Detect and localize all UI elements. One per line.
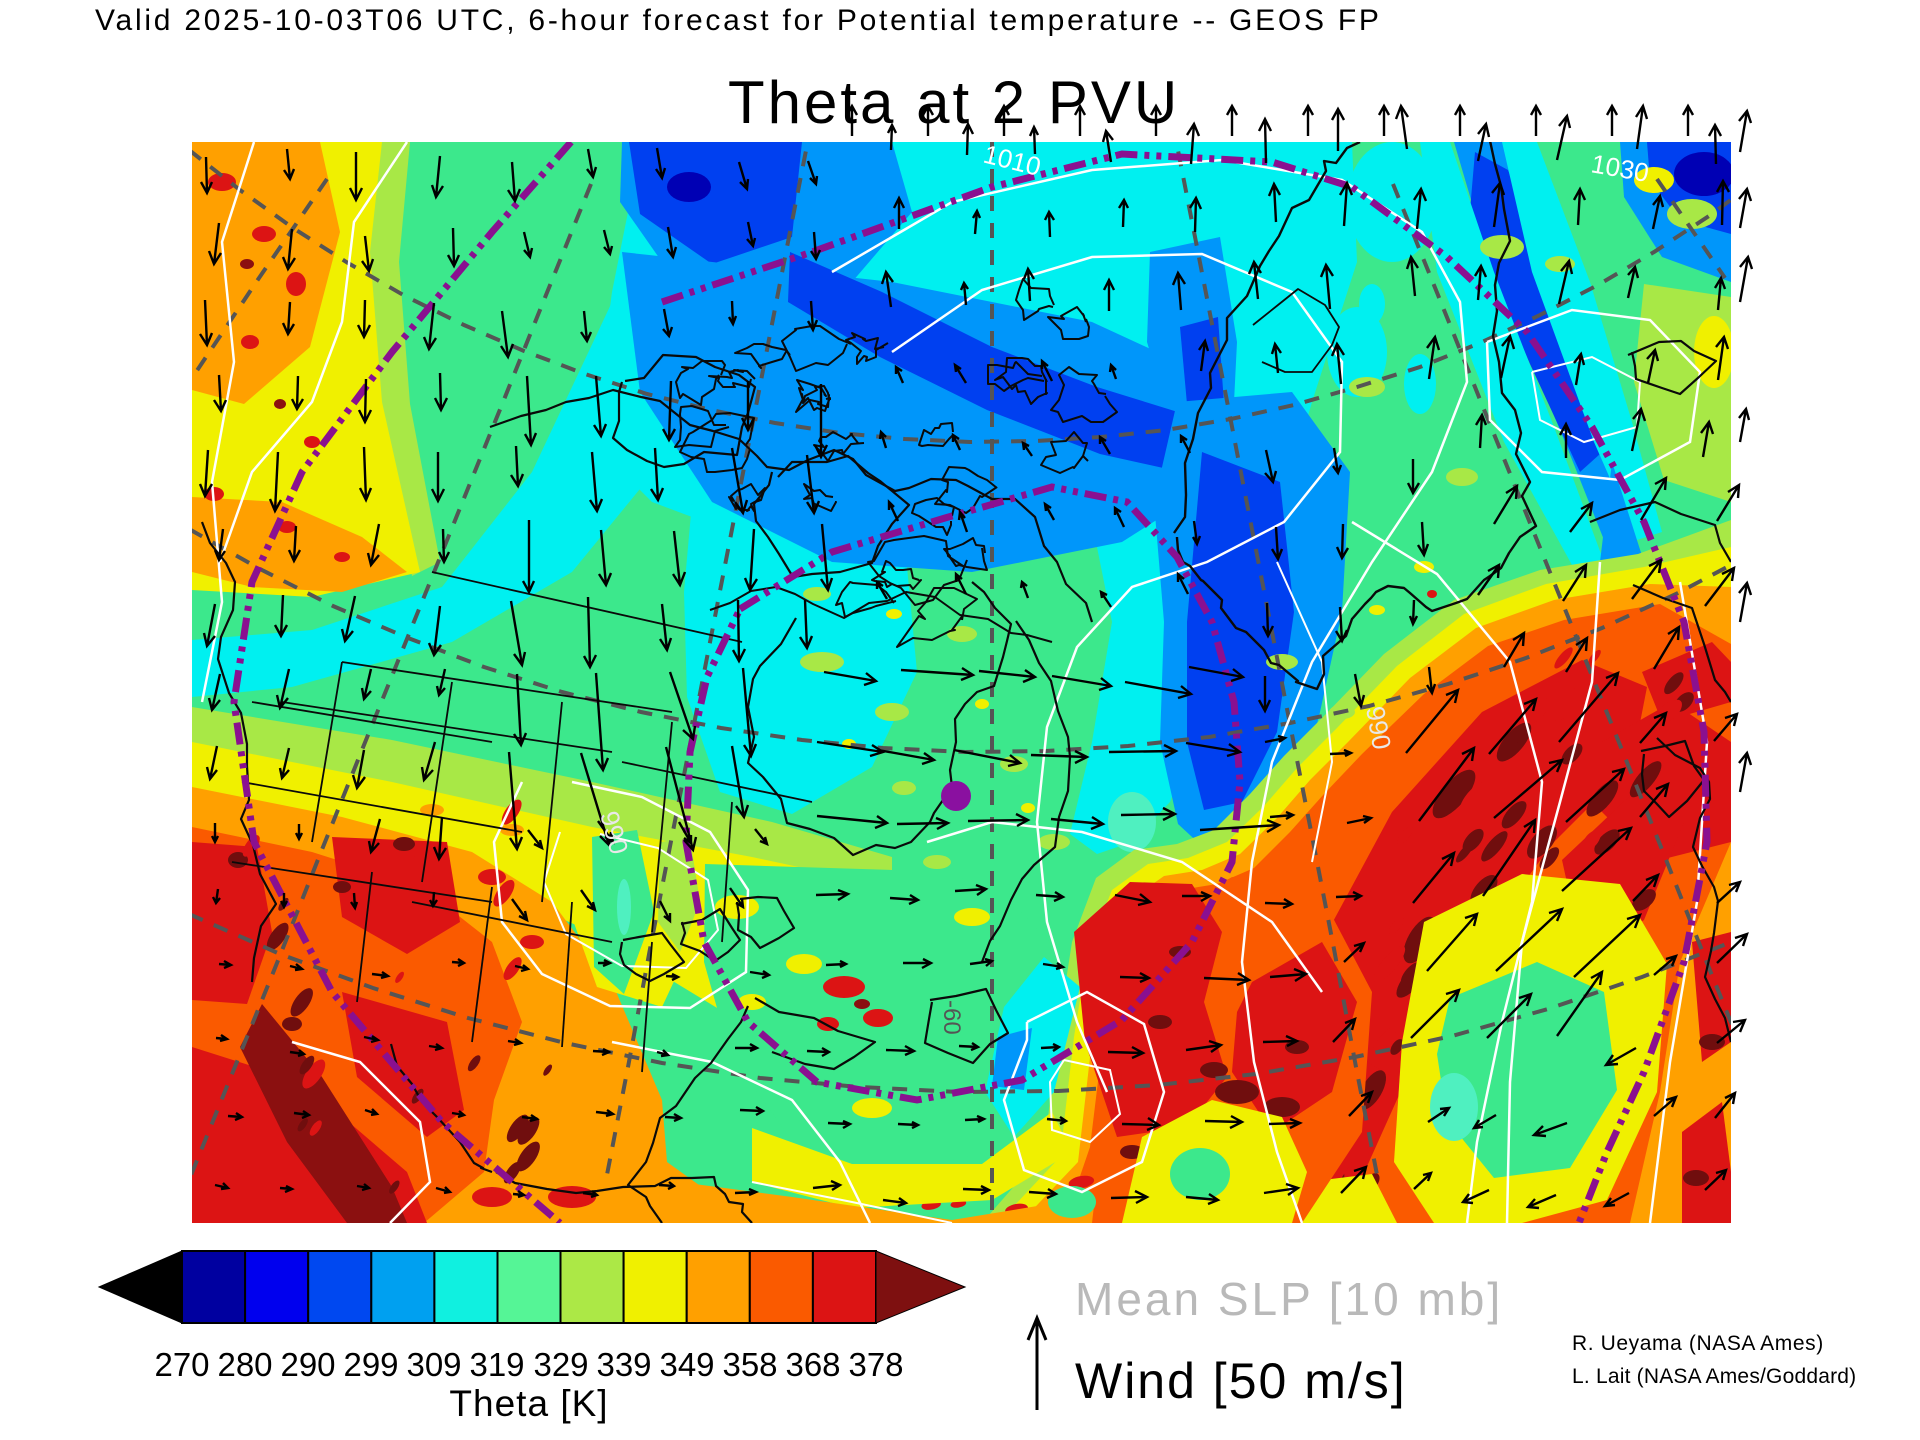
svg-text:339: 339 <box>596 1346 651 1383</box>
svg-text:309: 309 <box>406 1346 461 1383</box>
svg-text:290: 290 <box>280 1346 335 1383</box>
svg-text:280: 280 <box>217 1346 272 1383</box>
svg-text:358: 358 <box>722 1346 777 1383</box>
svg-text:Theta [K]: Theta [K] <box>449 1383 608 1424</box>
svg-text:270: 270 <box>154 1346 209 1383</box>
svg-text:368: 368 <box>785 1346 840 1383</box>
svg-text:378: 378 <box>848 1346 903 1383</box>
svg-text:329: 329 <box>533 1346 588 1383</box>
svg-text:299: 299 <box>343 1346 398 1383</box>
svg-text:319: 319 <box>469 1346 524 1383</box>
svg-text:990: 990 <box>1360 704 1397 752</box>
svg-text:349: 349 <box>659 1346 714 1383</box>
svg-text:-60: -60 <box>938 1000 965 1035</box>
